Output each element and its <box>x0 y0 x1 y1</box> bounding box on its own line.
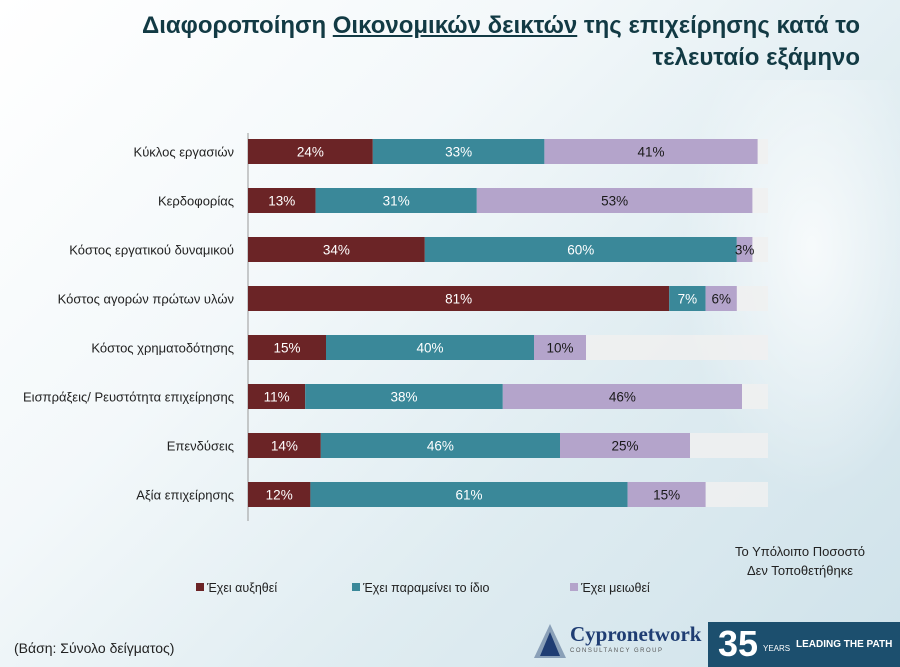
category-label: Εισπράξεις/ Ρευστότητα επιχείρησης <box>23 390 234 405</box>
legend-label: Έχει παραμείνει το ίδιο <box>362 581 490 595</box>
category-label: Κόστος χρηματοδότησης <box>91 341 234 356</box>
data-label: 41% <box>637 145 664 160</box>
category-label: Επενδύσεις <box>167 439 234 454</box>
data-label: 11% <box>264 390 290 405</box>
title-underlined: Οικονομικών δεικτών <box>332 12 578 39</box>
bar-segment <box>534 335 586 360</box>
bar-segment <box>326 335 534 360</box>
data-label: 38% <box>390 390 417 405</box>
title-suffix: της επιχείρησης κατά το τελευταίο εξάμην… <box>577 12 860 71</box>
category-label: Κόστος εργατικού δυναμικού <box>69 243 234 258</box>
data-label: 15% <box>653 488 680 503</box>
category-label: Αξία επιχείρησης <box>136 488 234 503</box>
data-label: 25% <box>611 439 638 454</box>
bar-segment <box>248 482 311 507</box>
category-label: Κερδοφορίας <box>158 194 234 209</box>
anniversary-badge: 35 YEARS LEADING THE PATH <box>708 622 900 667</box>
data-label: 13% <box>268 194 295 209</box>
category-label: Κόστος αγορών πρώτων υλών <box>58 292 234 307</box>
bar-segment <box>305 384 503 409</box>
badge-years: YEARS <box>763 644 791 653</box>
data-label: 81% <box>445 292 472 307</box>
bar-segment <box>502 384 742 409</box>
data-label: 61% <box>455 488 482 503</box>
bar-segment <box>627 482 706 507</box>
title-prefix: Διαφοροποίηση <box>141 12 333 39</box>
data-label: 15% <box>273 341 300 356</box>
logo-icon <box>534 624 566 658</box>
bar-segment <box>248 188 316 213</box>
data-label: 14% <box>271 439 298 454</box>
chart-title: Διαφοροποίηση Οικονομικών δεικτών της επ… <box>30 10 860 74</box>
data-label: 60% <box>567 243 594 258</box>
legend-swatch <box>570 583 578 591</box>
bar-segment <box>248 286 670 311</box>
bar-segment <box>544 139 758 164</box>
bar-segment <box>310 482 628 507</box>
bar-segment <box>248 139 373 164</box>
data-label: 53% <box>601 194 628 209</box>
bar-segment <box>560 433 690 458</box>
category-label: Κύκλος εργασιών <box>134 145 234 160</box>
bar-segment <box>736 237 753 262</box>
data-label: 3% <box>735 243 755 258</box>
bar-segment <box>248 237 425 262</box>
data-label: 24% <box>297 145 324 160</box>
bar-segment <box>248 433 321 458</box>
legend-label: Έχει μειωθεί <box>580 581 650 595</box>
data-label: 12% <box>266 488 293 503</box>
legend-swatch <box>352 583 360 591</box>
badge-number: 35 <box>718 623 759 664</box>
logo-name: Cypronetwork <box>570 622 702 646</box>
data-label: 40% <box>416 341 443 356</box>
data-label: 10% <box>546 341 573 356</box>
note-line-2: Δεν Τοποθετήθηκε <box>746 563 854 578</box>
note-line-1: Το Υπόλοιπο Ποσοστό <box>734 544 866 559</box>
logo-subtitle: CONSULTANCY GROUP <box>570 648 664 654</box>
data-label: 6% <box>711 292 731 307</box>
badge-slogan: LEADING THE PATH <box>796 639 893 650</box>
bar-segment <box>705 286 737 311</box>
bar-segment <box>424 237 737 262</box>
bar-segment <box>669 286 706 311</box>
bar-segment <box>248 335 326 360</box>
bar-segment <box>476 188 753 213</box>
legend-swatch <box>196 583 204 591</box>
bar-segment <box>315 188 477 213</box>
data-label: 34% <box>323 243 350 258</box>
cypronetwork-logo: Cypronetwork CONSULTANCY GROUP <box>530 620 706 664</box>
data-label: 33% <box>445 145 472 160</box>
data-label: 7% <box>678 292 698 307</box>
bar-segment <box>372 139 545 164</box>
remainder-note: Το Υπόλοιπο Ποσοστό Δεν Τοποθετήθηκε <box>710 542 890 580</box>
bar-segment <box>248 384 306 409</box>
sample-basis: (Βάση: Σύνολο δείγματος) <box>14 640 175 656</box>
data-label: 31% <box>383 194 410 209</box>
legend-label: Έχει αυξηθεί <box>206 581 277 595</box>
data-label: 46% <box>609 390 636 405</box>
data-label: 46% <box>427 439 454 454</box>
bar-segment <box>320 433 560 458</box>
